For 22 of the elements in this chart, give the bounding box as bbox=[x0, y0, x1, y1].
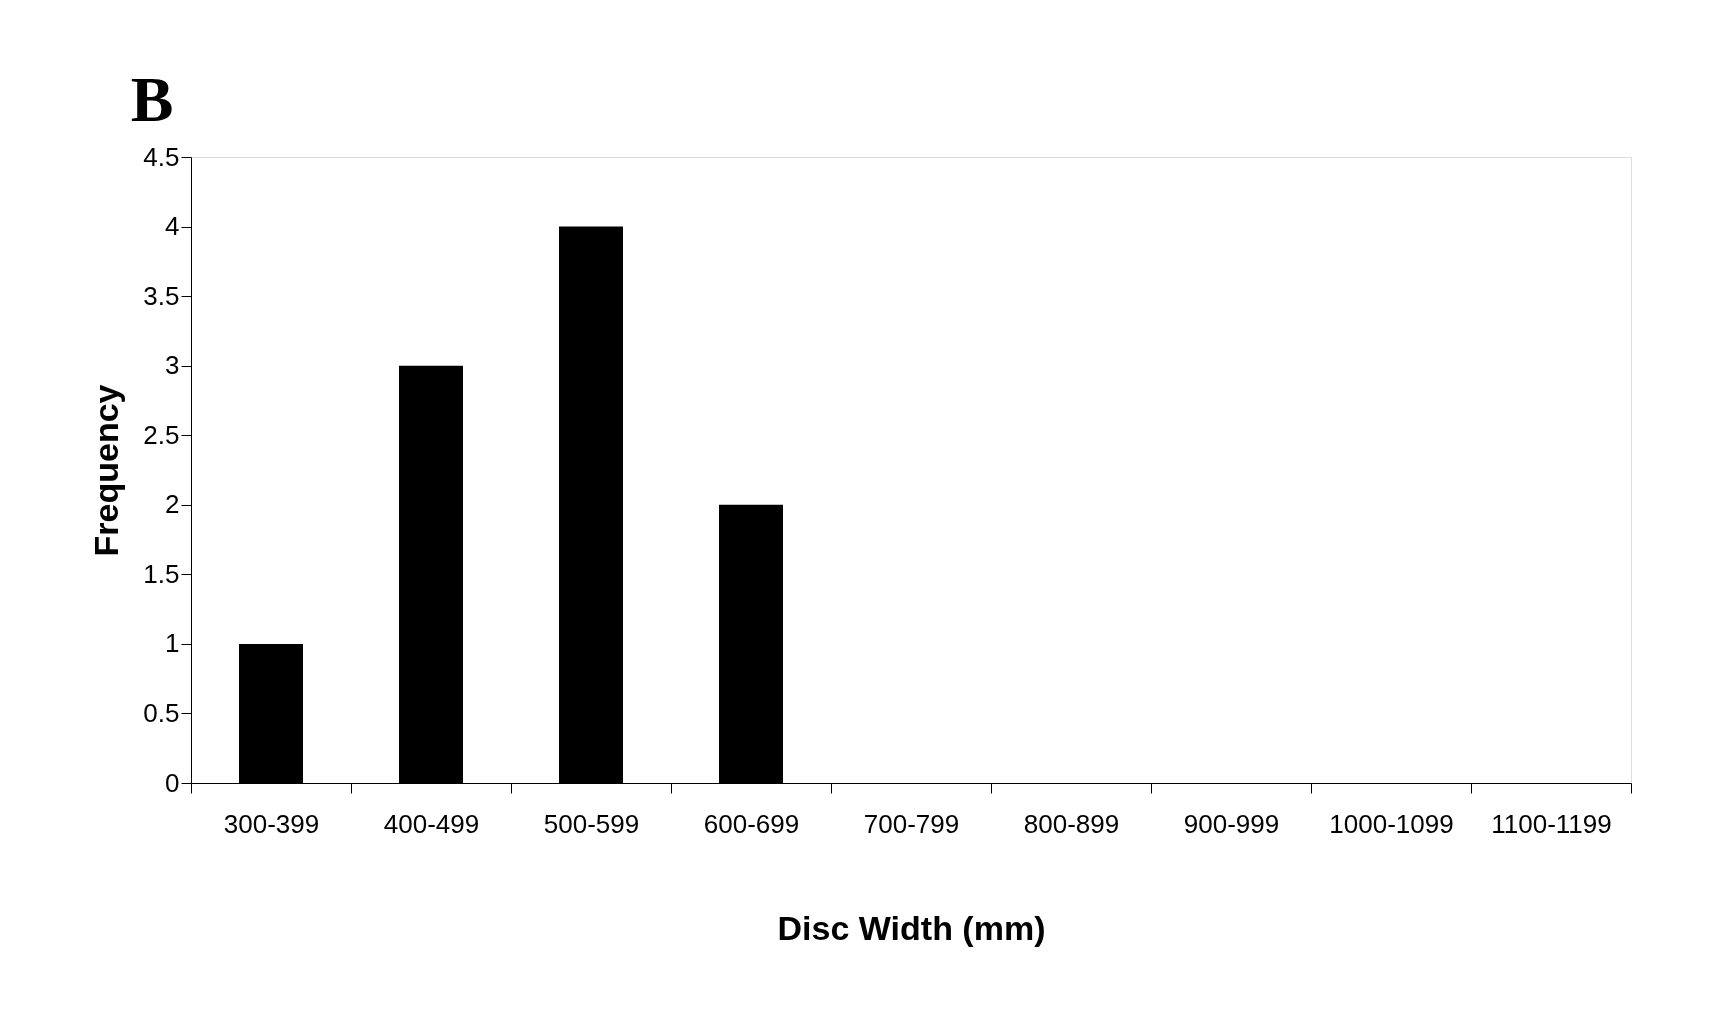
x-axis-title: Disc Width (mm) bbox=[777, 908, 1046, 947]
x-tick-label: 500-599 bbox=[543, 808, 640, 839]
x-tick-label: 700-799 bbox=[863, 808, 960, 839]
y-tick-label: 1.5 bbox=[143, 558, 180, 589]
x-tick-label: 400-499 bbox=[383, 808, 480, 839]
x-tick-label: 800-899 bbox=[1023, 808, 1120, 839]
y-tick-label: 4 bbox=[165, 211, 180, 242]
y-tick-label: 2 bbox=[165, 489, 180, 520]
x-tick-label: 600-699 bbox=[703, 808, 800, 839]
x-tick-label: 900-999 bbox=[1183, 808, 1280, 839]
x-tick-label: 300-399 bbox=[223, 808, 320, 839]
x-tick-label: 1000-1099 bbox=[1329, 808, 1454, 839]
y-tick-label: 3 bbox=[165, 350, 180, 381]
y-tick-label: 4.5 bbox=[143, 141, 180, 172]
chart-title: B bbox=[130, 64, 174, 135]
x-tick-label: 1100-1199 bbox=[1491, 808, 1612, 839]
y-tick-label: 0.5 bbox=[143, 697, 180, 728]
y-axis-title: Frequency bbox=[87, 384, 126, 557]
y-tick-label: 3.5 bbox=[143, 280, 180, 311]
y-tick-label: 2.5 bbox=[143, 419, 180, 450]
y-tick-label: 1 bbox=[165, 628, 180, 659]
y-tick-label: 0 bbox=[165, 767, 180, 798]
